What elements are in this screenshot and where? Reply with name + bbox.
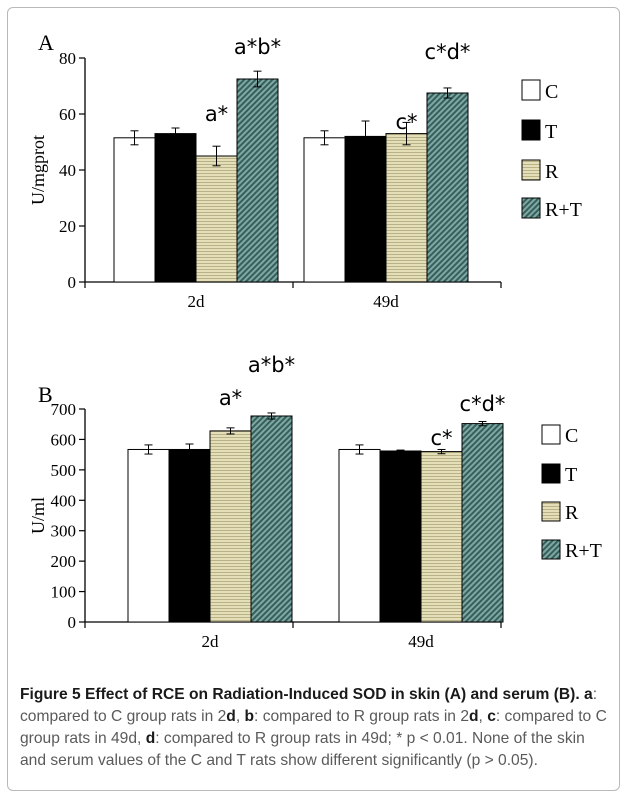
legend-swatch-t [521,119,541,141]
bar-r [209,430,252,623]
y-tick-label: 0 [68,613,77,632]
caption-bold-d: d [469,708,479,725]
bar-rplust [461,423,504,623]
caption-bold-d: d [226,708,236,725]
panel-letter: B [38,382,53,407]
caption-text: : compared to R group rats in 2 [254,708,469,725]
y-tick-label: 100 [51,583,77,602]
caption-text: , [478,708,488,725]
significance-label: a*b* [234,35,281,59]
significance-label: c*d* [460,392,506,416]
x-tick-label: 49d [373,292,399,311]
figure-charts: A020406080U/mgprot2da*a*b*49dc*c*d*CTRR+… [28,30,602,651]
legend-swatch-rplust [521,197,541,219]
y-tick-label: 20 [59,217,76,236]
y-tick-label: 400 [51,491,77,510]
bar-t [379,450,422,623]
chart-a: A 0 20 40 60 80 U/mgprot 2d a* a*b* 49d c* c*d* CTR R+… [28,30,582,311]
y-tick-label: 200 [51,552,77,571]
caption-letter-a: a [584,686,593,703]
bar-c [127,448,170,623]
y-axis-label: U/mgprot [28,135,48,205]
legend-label: R+T [565,540,602,562]
y-tick-label: 40 [59,161,76,180]
caption-title: Figure 5 Effect of RCE on Radiation-Indu… [20,686,580,703]
caption-letter-c: c [487,708,496,725]
significance-label: a* [205,102,228,126]
caption-text: : compared to C group rats in 49d, [20,708,607,747]
bar-t [344,135,387,283]
legend-label: T [565,464,577,486]
significance-label: c*d* [425,40,471,64]
y-tick-label: 0 [68,273,77,292]
bar-rplust [236,78,279,283]
chart-b: B 0 100 200 300 400 500 600 700 U/ml 2d a*a*b* 49d c*… [28,353,602,651]
bar-t [168,448,211,623]
legend-label: C [565,425,578,447]
figure-frame [7,7,620,791]
legend-swatch-t [541,463,561,484]
legend-swatch-c [541,424,561,445]
y-axis-label: U/ml [28,497,48,534]
legend-label: R [565,502,579,524]
figure-caption: Figure 5 Effect of RCE on Radiation-Indu… [20,684,612,772]
y-tick-label: 80 [59,49,76,68]
bar-t [154,133,197,283]
legend-swatch-r [521,159,541,181]
x-tick-label: 2d [202,632,220,651]
caption-text: , [235,708,245,725]
significance-label: c* [395,110,417,134]
caption-letter-b: b [244,708,255,725]
y-tick-label: 500 [51,461,77,480]
bar-c [338,448,381,623]
caption-text: : compared to C group rats in 2 [20,686,598,725]
significance-label: a* [219,386,242,410]
bar-r [385,133,428,283]
caption-text: : compared to R group rats in 49d; * p <… [20,730,585,769]
panel-letter: A [38,30,54,55]
significance-label: a*b* [248,353,295,377]
legend-label: C [545,81,558,103]
x-tick-label: 2d [188,292,206,311]
legend-label: R [545,161,559,183]
legend-swatch-c [521,79,541,101]
bar-c [113,137,156,283]
legend-label: T [545,121,557,143]
y-tick-label: 60 [59,105,76,124]
legend-swatch-r [541,501,561,522]
legend-label: R+T [545,199,582,221]
y-tick-label: 700 [51,400,77,419]
bar-r [420,451,463,623]
caption-letter-d: d [145,730,156,747]
y-tick-label: 300 [51,522,77,541]
bar-rplust [426,92,469,283]
x-tick-label: 49d [408,632,434,651]
y-tick-label: 600 [51,430,77,449]
bar-r [195,155,238,283]
bar-c [303,137,346,283]
legend-swatch-rplust [541,539,561,560]
bar-rplust [250,415,293,623]
significance-label: c* [430,426,452,450]
